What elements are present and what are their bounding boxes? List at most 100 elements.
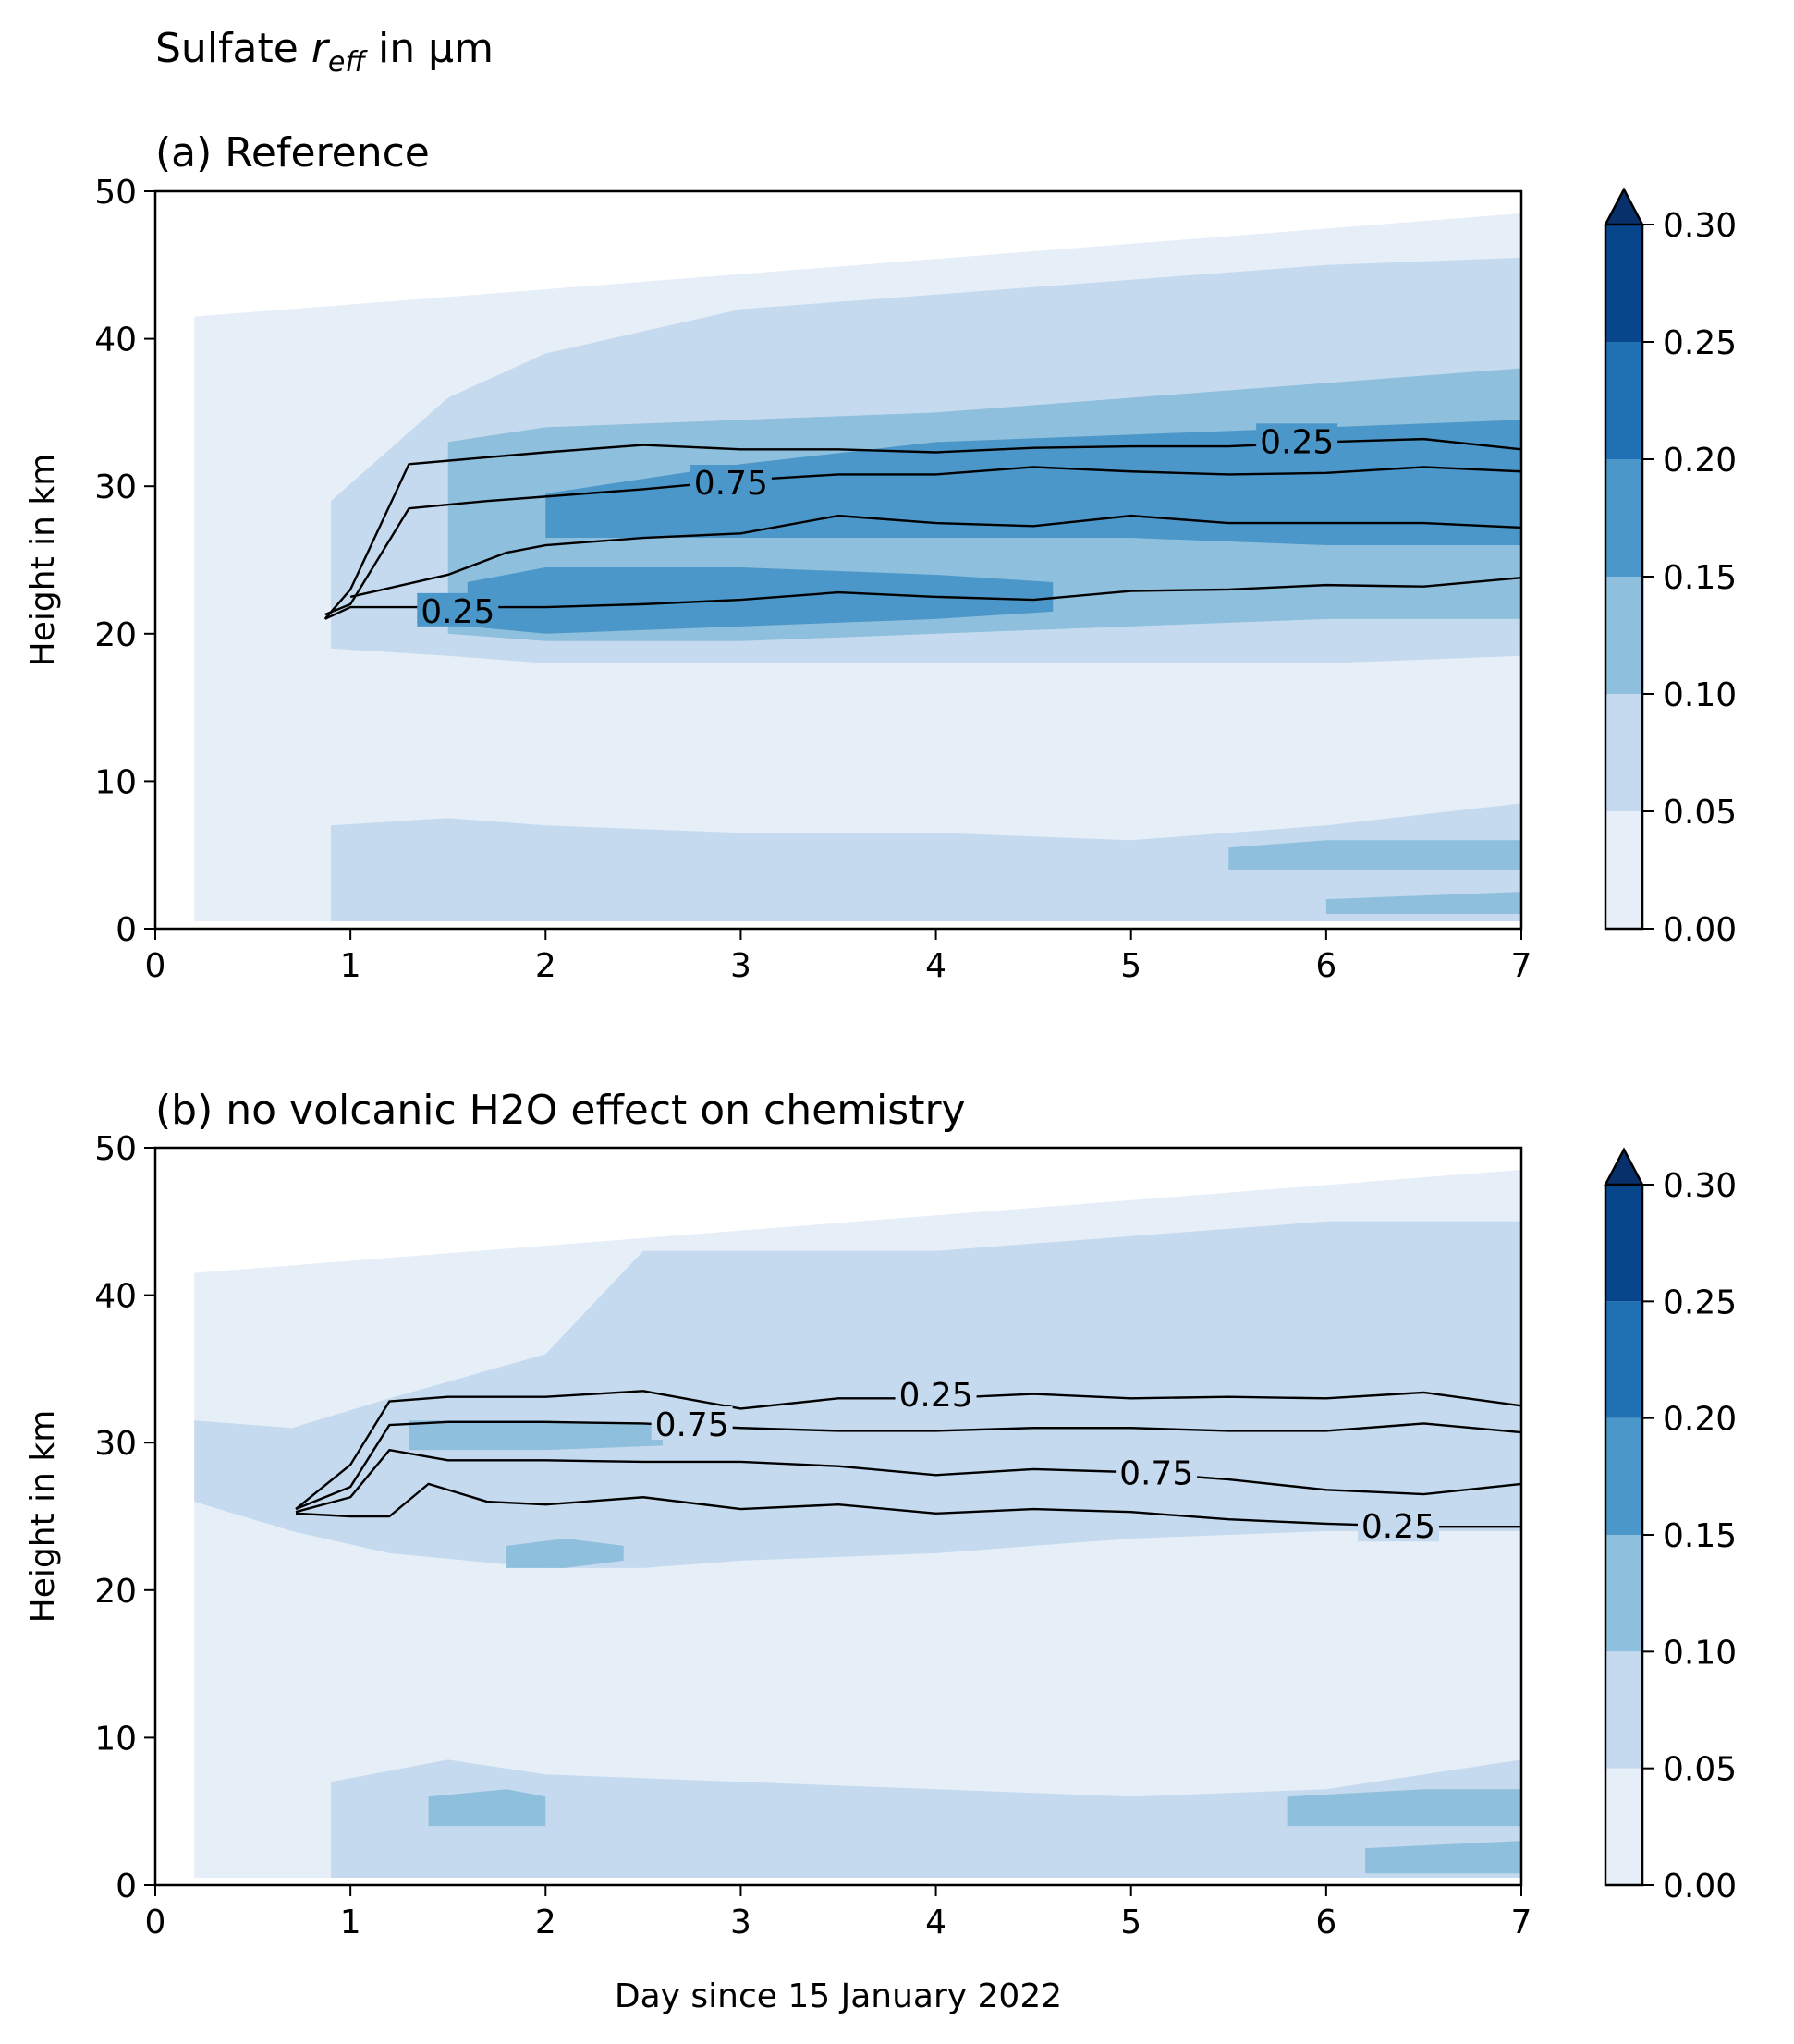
line-contours: 0.25 0.75 0.75 0.25 (295, 1377, 1522, 1546)
x-tick-label: 3 (730, 947, 751, 985)
contour-label-background (895, 1377, 977, 1411)
colorbar-tick-label: 0.20 (1663, 1401, 1737, 1439)
x-tick-label: 6 (1315, 1904, 1336, 1941)
contour-region-level-2 (331, 803, 1521, 922)
colorbar-tick-label: 0.15 (1663, 559, 1737, 597)
panel-b-plot-area: 0.25 0.75 0.75 0.25 (194, 1169, 1522, 1879)
filled-contours (194, 213, 1521, 922)
contour-line (295, 1420, 1522, 1511)
x-tick-label: 3 (730, 1904, 751, 1941)
x-tick-label: 5 (1120, 947, 1141, 985)
contour-label-background (690, 465, 772, 499)
y-tick-label: 40 (94, 1278, 137, 1316)
x-tick-label: 0 (145, 947, 166, 985)
y-tick-label: 30 (94, 1425, 137, 1463)
colorbar-tick-label: 0.00 (1663, 1868, 1737, 1905)
y-axis-label: Height in km (24, 1410, 62, 1624)
colorbar-tick-label: 0.30 (1663, 1167, 1737, 1205)
colorbar-segment (1605, 694, 1642, 811)
contour-label: 0.25 (1361, 1508, 1435, 1546)
contour-label: 0.75 (1119, 1455, 1193, 1493)
y-tick-label: 50 (94, 1130, 137, 1168)
y-axis-label: Height in km (24, 454, 62, 667)
colorbar-tick-label: 0.20 (1663, 442, 1737, 480)
y-tick-label: 20 (94, 616, 137, 654)
x-tick-label: 4 (925, 1904, 946, 1941)
contour-label: 0.25 (1260, 423, 1334, 461)
colorbar-segment (1605, 225, 1642, 342)
colorbar-segment (1605, 1768, 1642, 1885)
contour-region-level-3 (409, 1420, 663, 1451)
contour-label-background (651, 1406, 733, 1441)
contour-line (349, 514, 1522, 599)
colorbar-segment (1605, 1417, 1642, 1535)
colorbar-tick-label: 0.10 (1663, 676, 1737, 714)
contour-label: 0.25 (898, 1377, 972, 1415)
x-tick-label: 6 (1315, 947, 1336, 985)
x-tick-label: 1 (340, 947, 361, 985)
colorbar-segment (1605, 342, 1642, 459)
panel-a-axes: 0 1 2 3 4 5 6 7 0 10 20 30 40 50 Height in km (24, 174, 1532, 985)
colorbar-tick-label: 0.05 (1663, 794, 1737, 832)
contour-region-level-4 (467, 566, 1054, 634)
colorbar-segment (1605, 459, 1642, 577)
contour-line (324, 466, 1522, 616)
y-tick-label: 30 (94, 468, 137, 506)
x-tick-label: 2 (535, 947, 556, 985)
panel-a: (a) Reference 0.25 0.75 0.25 0 1 2 3 4 5 6 7 0 10 20… (24, 129, 1737, 985)
contour-line (295, 1482, 1521, 1528)
x-tick-label: 5 (1120, 1904, 1141, 1941)
x-tick-label: 7 (1511, 1904, 1532, 1941)
y-tick-label: 50 (94, 174, 137, 212)
colorbar-extend-arrow (1603, 1147, 1645, 1186)
y-tick-label: 10 (94, 1720, 137, 1758)
panel-a-colorbar: 0.00 0.05 0.10 0.15 0.20 0.25 0.30 (1603, 187, 1737, 949)
panel-b-axes: 0 1 2 3 4 5 6 7 0 10 20 30 40 50 Height in km (24, 1130, 1532, 1941)
contour-label: 0.25 (421, 593, 494, 631)
contour-label: 0.75 (694, 465, 768, 503)
panel-b: (b) no volcanic H2O effect on chemistry … (24, 1087, 1737, 1941)
panel-a-plot-area: 0.25 0.75 0.25 (194, 213, 1522, 922)
x-tick-label: 2 (535, 1904, 556, 1941)
y-tick-label: 20 (94, 1573, 137, 1611)
contour-label-background (1256, 423, 1338, 457)
y-tick-label: 10 (94, 763, 137, 801)
contour-label-background (417, 592, 499, 627)
contour-label: 0.75 (655, 1406, 729, 1444)
contour-region-level-3 (1325, 892, 1521, 915)
contour-label-background (1116, 1454, 1198, 1489)
colorbar-tick-label: 0.30 (1663, 207, 1737, 245)
x-tick-label: 7 (1511, 947, 1532, 985)
contour-region-level-3 (428, 1789, 546, 1827)
x-tick-label: 4 (925, 947, 946, 985)
x-tick-label: 1 (340, 1904, 361, 1941)
contour-line (295, 1448, 1522, 1514)
colorbar-segment (1605, 1185, 1642, 1302)
x-axis-label: Day since 15 January 2022 (615, 1977, 1062, 2015)
panel-b-colorbar: 0.00 0.05 0.10 0.15 0.20 0.25 0.30 (1603, 1147, 1737, 1905)
contour-line (295, 1390, 1522, 1510)
colorbar-tick-label: 0.15 (1663, 1517, 1737, 1555)
colorbar-segment (1605, 1535, 1642, 1652)
y-tick-label: 0 (116, 911, 137, 949)
x-tick-label: 0 (145, 1904, 166, 1941)
colorbar-segment (1605, 577, 1642, 694)
line-contours: 0.25 0.75 0.25 (323, 423, 1522, 631)
panel-b-title: (b) no volcanic H2O effect on chemistry (155, 1087, 966, 1134)
contour-region-level-3 (1228, 840, 1521, 870)
colorbar-tick-label: 0.10 (1663, 1634, 1737, 1672)
figure-suptitle: Sulfate reff in µm (155, 25, 494, 79)
contour-region-level-3 (1365, 1841, 1521, 1874)
colorbar-tick-label: 0.00 (1663, 911, 1737, 949)
colorbar-tick-label: 0.25 (1663, 1284, 1737, 1321)
colorbar-tick-label: 0.05 (1663, 1751, 1737, 1789)
colorbar-segment (1605, 1301, 1642, 1418)
y-tick-label: 40 (94, 322, 137, 359)
y-tick-label: 0 (116, 1868, 137, 1905)
contour-region-level-2 (331, 1759, 1521, 1879)
axes-frame (153, 1146, 1523, 1887)
axes-frame (153, 189, 1523, 931)
colorbar-extend-arrow (1603, 187, 1645, 226)
colorbar-segment (1605, 1651, 1642, 1769)
